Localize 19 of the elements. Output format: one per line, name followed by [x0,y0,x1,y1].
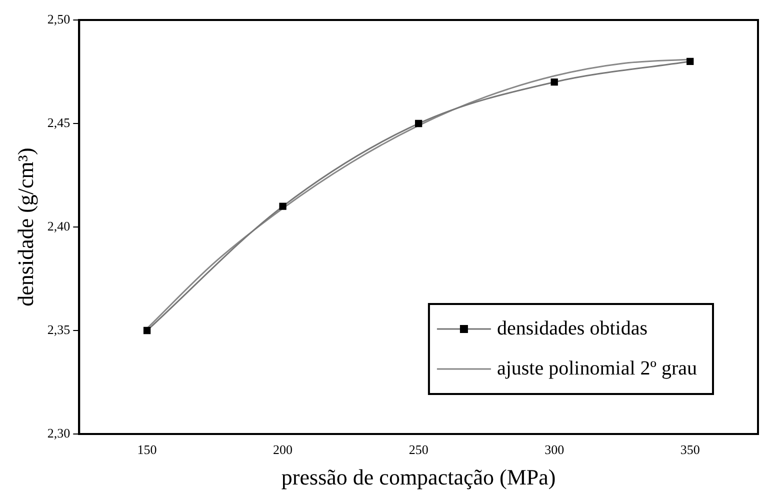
x-tick-label: 300 [544,442,564,458]
point [414,120,422,128]
x-tick-label: 200 [273,442,293,458]
y-tick-label: 2,45 [47,114,70,130]
x-tick-label: 150 [137,442,157,458]
y-tick-label: 2,40 [47,218,70,234]
x-axis-title: pressão de compactação (MPa) [281,464,556,490]
y-tick-label: 2,50 [47,11,70,26]
x-tick-label: 350 [680,442,700,458]
legend-label: ajuste polinomial 2º grau [496,357,698,380]
legend-label: densidades obtidas [496,317,648,340]
point [143,326,151,334]
y-tick-label: 2,30 [47,425,70,440]
y-tick-label: 2,35 [47,322,70,337]
y-axis-title: densidade (g/cm³) [12,148,38,306]
point [550,78,558,86]
point [686,58,694,65]
x-tick-label: 250 [408,442,428,458]
point [279,202,286,210]
